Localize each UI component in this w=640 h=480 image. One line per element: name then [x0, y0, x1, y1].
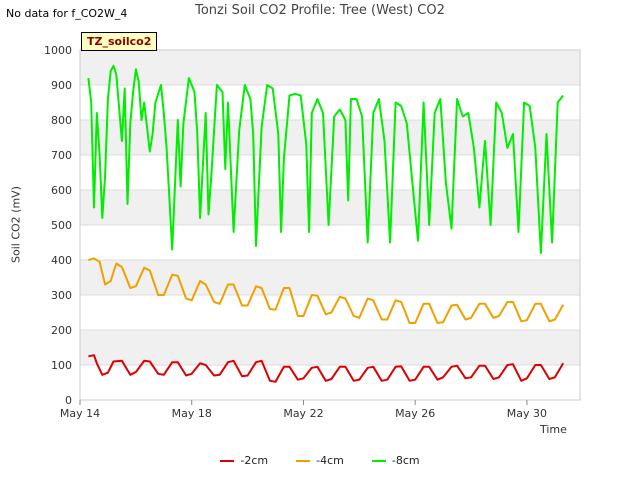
x-tick-label: May 22 [283, 407, 323, 420]
legend-swatch-8cm [371, 459, 386, 462]
legend-swatch-4cm [296, 459, 311, 462]
legend-item-4cm: -4cm [296, 454, 344, 467]
plot-band [80, 260, 580, 295]
series-lines [87, 64, 565, 383]
plot-band [80, 330, 580, 365]
y-tick-label: 600 [51, 184, 72, 197]
chart-title: Tonzi Soil CO2 Profile: Tree (West) CO2 [195, 3, 445, 18]
series-line-minus-4cm [88, 257, 565, 324]
axes [79, 49, 581, 401]
x-tick-label: May 14 [60, 407, 100, 420]
legend-item-2cm: -2cm [220, 454, 268, 467]
x-tick-label: May 30 [507, 407, 547, 420]
dataset-badge: TZ_soilco2 [81, 32, 158, 51]
y-tick-label: 700 [51, 149, 72, 162]
y-tick-label: 100 [51, 359, 72, 372]
legend-label-8cm: -8cm [391, 454, 420, 467]
y-tick-label: 800 [51, 114, 72, 127]
y-tick-label: 400 [51, 254, 72, 267]
x-axis-label: Time [540, 423, 567, 436]
no-data-note: No data for f_CO2W_4 [6, 7, 128, 20]
plot-band [80, 50, 580, 85]
plot-bands [80, 50, 580, 365]
y-tick-label: 1000 [44, 44, 72, 57]
x-tick-label: May 26 [395, 407, 435, 420]
y-ticks: 0 100 200 300 400 500 600 700 800 900 1000 [44, 44, 72, 407]
y-tick-label: 200 [51, 324, 72, 337]
x-ticks: May 14 May 18 May 22 May 26 May 30 [60, 400, 547, 420]
legend-label-4cm: -4cm [316, 454, 344, 467]
plot-frame [79, 49, 581, 401]
series-line-minus-2cm [88, 354, 565, 383]
legend-swatch-2cm [220, 459, 235, 462]
y-tick-label: 900 [51, 79, 72, 92]
x-tick-label: May 18 [172, 407, 212, 420]
legend-label-2cm: -2cm [240, 454, 269, 467]
legend-item-8cm: -8cm [371, 454, 420, 467]
y-tick-label: 500 [51, 219, 72, 232]
legend: -2cm -4cm -8cm [0, 454, 640, 467]
series-line-minus-8cm [87, 64, 564, 254]
y-tick-label: 0 [65, 394, 72, 407]
y-tick-label: 300 [51, 289, 72, 302]
y-axis-label: Soil CO2 (mV) [9, 186, 23, 263]
plot-band [80, 120, 580, 155]
